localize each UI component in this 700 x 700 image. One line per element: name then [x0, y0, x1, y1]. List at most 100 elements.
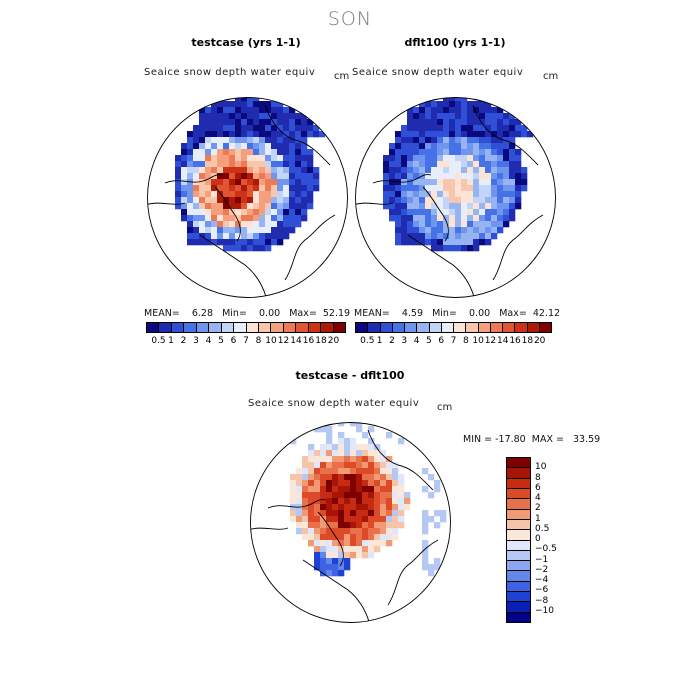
- panel1-field-cell: [295, 197, 302, 204]
- panel1-field-cell: [205, 131, 212, 138]
- panel1-field-cell: [205, 173, 212, 180]
- diff-field-cell: [374, 468, 381, 475]
- diff-field-cell: [368, 528, 375, 535]
- panel2-field-cell: [479, 125, 486, 132]
- panel1-field-cell: [271, 233, 278, 240]
- panel1-field-cell: [241, 191, 248, 198]
- panel2-field-cell: [413, 155, 420, 162]
- panel1-field-cell: [235, 113, 242, 120]
- panel2-field-cell: [395, 131, 402, 138]
- panel2-field-cell: [413, 149, 420, 156]
- panel2-field-cell: [479, 233, 486, 240]
- panel1-field-cell: [217, 215, 224, 222]
- diff-field-cell: [380, 492, 387, 499]
- panel1-colorbar-tick-label: 16: [302, 336, 315, 346]
- diff-field-cell: [344, 564, 351, 571]
- panel1-field-cell: [217, 227, 224, 234]
- panel1-field-cell: [259, 125, 266, 132]
- diff-coastline: [387, 539, 439, 606]
- panel1-stats: MEAN= 6.28 Min= 0.00 Max= 52.19: [144, 308, 350, 319]
- diff-field-cell: [308, 450, 315, 457]
- panel2-field-cell: [455, 203, 462, 210]
- panel1-colorbar-tick-label: 18: [315, 336, 327, 346]
- diff-colorbar-tick-label: 1: [535, 513, 541, 524]
- panel2-field-cell: [383, 179, 390, 186]
- panel1-field-cell: [247, 155, 254, 162]
- panel2-field-cell: [419, 209, 426, 216]
- panel1-field-cell: [229, 107, 236, 114]
- panel1-field-cell: [223, 161, 230, 168]
- panel2-field-cell: [503, 221, 510, 228]
- diff-field-cell: [398, 474, 405, 481]
- diff-field-cell: [350, 552, 357, 559]
- panel1-field-cell: [235, 119, 242, 126]
- panel1-field-cell: [259, 191, 266, 198]
- panel2-field-cell: [389, 173, 396, 180]
- diff-field-cell: [338, 438, 345, 445]
- panel1-field-cell: [253, 197, 260, 204]
- panel2-field-cell: [503, 173, 510, 180]
- diff-field-cell: [350, 480, 357, 487]
- diff-field-cell: [308, 456, 315, 463]
- diff-field-cell: [290, 516, 297, 523]
- diff-field-cell: [290, 492, 297, 499]
- panel1-field-cell: [235, 173, 242, 180]
- panel1-field-cell: [289, 203, 296, 210]
- panel2-field-cell: [491, 197, 498, 204]
- panel2-field-cell: [437, 143, 444, 150]
- panel1-field-cell: [223, 143, 230, 150]
- panel2-min-value: 0.00: [469, 308, 491, 319]
- panel1-field-cell: [289, 227, 296, 234]
- panel2-colorbar-swatch: [356, 323, 369, 332]
- panel1-min-value: 0.00: [259, 308, 281, 319]
- panel2-field-cell: [395, 185, 402, 192]
- panel1-field-cell: [235, 107, 242, 114]
- panel2-mean-value: 4.59: [401, 308, 424, 319]
- panel1-field-cell: [241, 131, 248, 138]
- panel2-field-cell: [449, 101, 456, 108]
- diff-field-cell: [338, 534, 345, 541]
- panel2-field-cell: [491, 119, 498, 126]
- panel2-field-cell: [485, 173, 492, 180]
- diff-field-cell: [326, 480, 333, 487]
- panel1-field-cell: [265, 239, 272, 246]
- panel2-field-cell: [503, 149, 510, 156]
- diff-field-cell: [326, 510, 333, 517]
- panel2-field-cell: [461, 227, 468, 234]
- panel1-field-cell: [211, 149, 218, 156]
- diff-field-cell: [422, 552, 429, 559]
- diff-field-cell: [302, 462, 309, 469]
- panel2-field-cell: [461, 203, 468, 210]
- panel2-field-cell: [485, 113, 492, 120]
- panel1-field-cell: [241, 233, 248, 240]
- diff-field-cell: [350, 456, 357, 463]
- panel1-field-cell: [187, 131, 194, 138]
- diff-field-cell: [386, 456, 393, 463]
- panel1-field-cell: [253, 125, 260, 132]
- diff-field-cell: [332, 474, 339, 481]
- diff-field-cell: [290, 474, 297, 481]
- panel1-field-cell: [259, 167, 266, 174]
- panel2-field-cell: [479, 149, 486, 156]
- panel2-field-cell: [479, 203, 486, 210]
- diff-field-cell: [368, 516, 375, 523]
- panel2-field-cell: [449, 107, 456, 114]
- diff-field-cell: [386, 522, 393, 529]
- diff-field-cell: [422, 468, 429, 475]
- panel1-field-cell: [259, 215, 266, 222]
- diff-field-cell: [296, 468, 303, 475]
- panel1-field-cell: [253, 119, 260, 126]
- panel2-unit: cm: [543, 71, 559, 82]
- panel2-field-cell: [497, 203, 504, 210]
- panel1-colorbar-tick-label: 12: [277, 336, 290, 346]
- diff-field-cell: [314, 450, 321, 457]
- panel2-colorbar-swatch: [515, 323, 528, 332]
- diff-field-cell: [398, 480, 405, 487]
- panel2-field-cell: [497, 113, 504, 120]
- panel1-field-cell: [229, 203, 236, 210]
- diff-field-cell: [344, 450, 351, 457]
- diff-field-cell: [296, 486, 303, 493]
- panel1-field-cell: [301, 155, 308, 162]
- panel1-field-cell: [283, 221, 290, 228]
- panel2-field-cell: [401, 233, 408, 240]
